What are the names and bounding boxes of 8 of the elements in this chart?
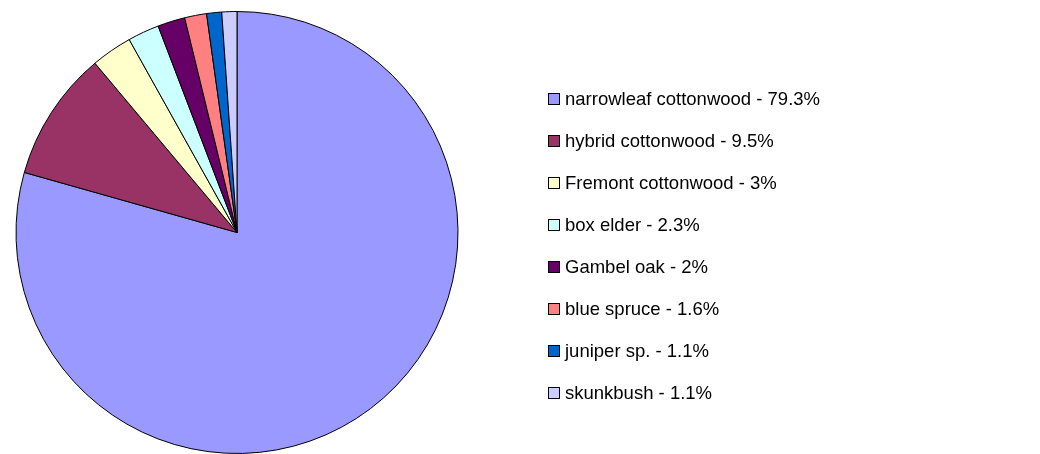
legend-label: Gambel oak - 2% [565, 256, 708, 278]
legend-label: Fremont cottonwood - 3% [565, 172, 777, 194]
legend-label: hybrid cottonwood - 9.5% [565, 130, 774, 152]
legend-label: narrowleaf cottonwood - 79.3% [565, 88, 821, 110]
legend-label: skunkbush - 1.1% [565, 382, 713, 404]
legend-label: blue spruce - 1.6% [565, 298, 720, 320]
legend-label: box elder - 2.3% [565, 214, 700, 236]
legend-label: juniper sp. - 1.1% [565, 340, 709, 362]
